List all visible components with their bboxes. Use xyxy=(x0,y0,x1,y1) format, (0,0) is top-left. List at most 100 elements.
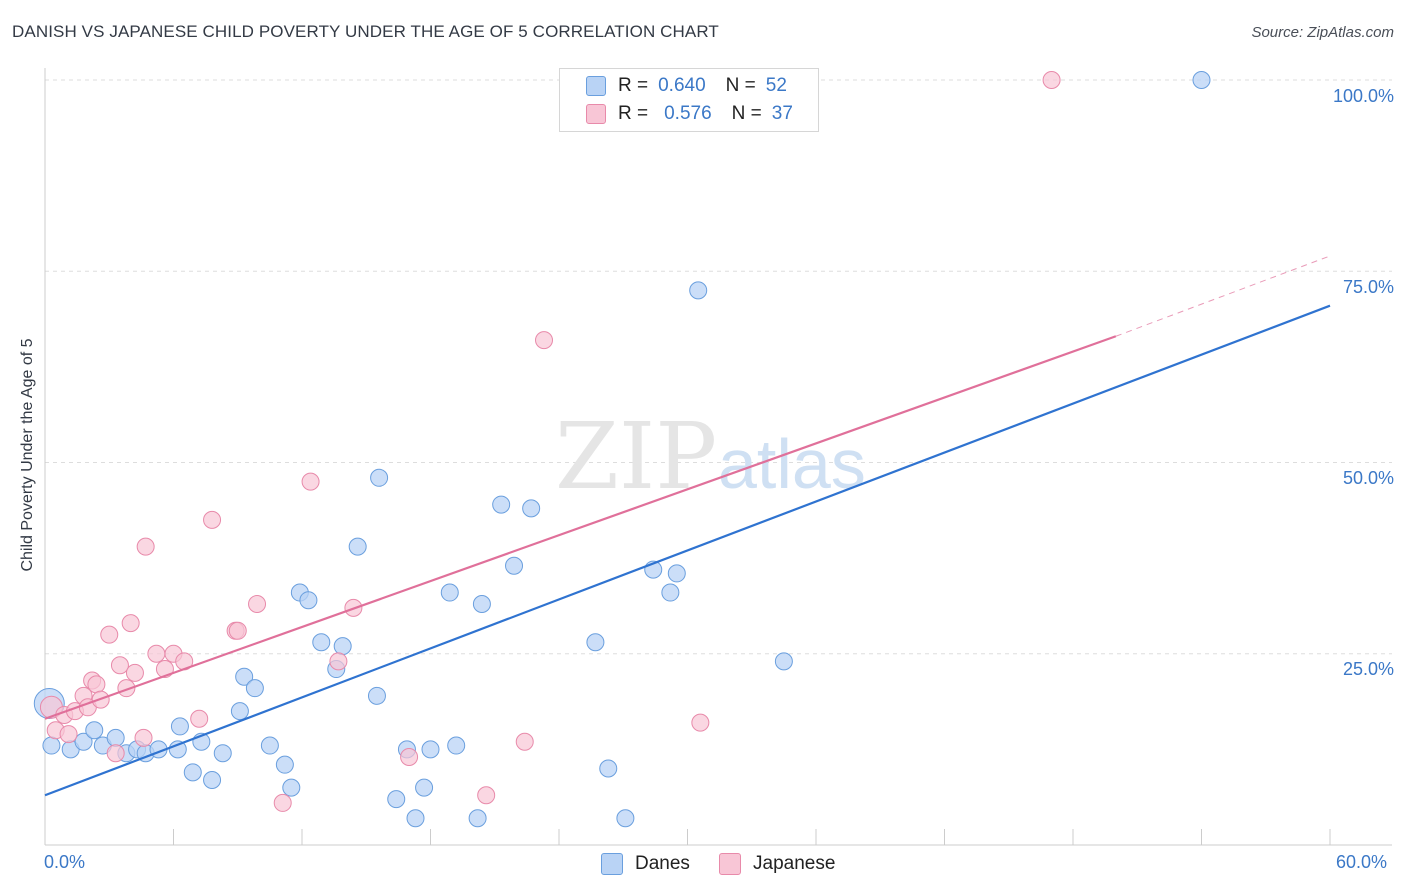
danes-point xyxy=(168,740,187,759)
japanese-trend-line xyxy=(44,335,1117,720)
danes-point xyxy=(230,702,249,721)
japanese-n-label: N = xyxy=(731,103,762,124)
danes-legend-label: Danes xyxy=(635,853,690,874)
danes-point xyxy=(203,770,222,789)
grid-lines xyxy=(45,79,1392,655)
japanese-point xyxy=(400,748,419,767)
danes-point xyxy=(282,778,301,797)
danes-point xyxy=(235,667,254,686)
danes-r-label: R = xyxy=(618,75,649,96)
japanese-point xyxy=(273,793,292,812)
danes-point xyxy=(421,740,440,759)
danes-point xyxy=(260,736,279,755)
danes-point xyxy=(599,759,618,778)
danes-point xyxy=(447,736,466,755)
japanese-r-value: 0.576 xyxy=(664,103,712,124)
legend-item-japanese[interactable]: Japanese xyxy=(719,852,835,876)
x-tick-min: 0.0% xyxy=(44,852,86,872)
danes-point xyxy=(370,468,389,487)
japanese-point xyxy=(691,713,710,732)
japanese-point xyxy=(110,656,129,675)
legend-row-japanese: R = 0.576 N = 37 xyxy=(586,101,793,127)
japanese-n-value: 37 xyxy=(771,103,793,124)
watermark-zip: ZIP xyxy=(555,403,717,510)
chart-title: DANISH VS JAPANESE CHILD POVERTY UNDER T… xyxy=(12,22,719,41)
danes-point xyxy=(245,679,264,698)
japanese-point xyxy=(59,725,78,744)
danes-point xyxy=(616,809,635,828)
japanese-point xyxy=(117,679,136,698)
legend-row-danes: R = 0.640 N = 52 xyxy=(586,73,787,99)
danes-legend-swatch xyxy=(601,853,623,875)
danes-point xyxy=(661,583,680,602)
danes-point xyxy=(406,809,425,828)
danes-point xyxy=(106,728,125,747)
japanese-point xyxy=(106,744,125,763)
danes-point xyxy=(440,583,459,602)
danes-point xyxy=(1192,71,1211,89)
danes-point xyxy=(387,790,406,809)
danes-point xyxy=(468,809,487,828)
japanese-legend-label: Japanese xyxy=(753,853,836,874)
japanese-point xyxy=(190,709,209,728)
danes-point xyxy=(333,637,352,656)
y-tick-100: 100.0% xyxy=(1332,86,1394,106)
legend-item-danes[interactable]: Danes xyxy=(601,852,690,876)
watermark: ZIP atlas xyxy=(555,403,866,510)
danes-r-value: 0.640 xyxy=(658,75,706,96)
japanese-point xyxy=(203,510,222,529)
japanese-r-label: R = xyxy=(618,103,649,124)
danes-point xyxy=(586,633,605,652)
danes-point xyxy=(42,736,61,755)
stats-legend: R = 0.640 N = 52 R = 0.576 N = 37 xyxy=(559,68,819,132)
japanese-point xyxy=(134,728,153,747)
danes-point xyxy=(299,591,318,610)
japanese-point xyxy=(87,675,106,694)
x-tick-max: 60.0% xyxy=(1336,852,1388,872)
danes-point xyxy=(472,595,491,614)
danes-point xyxy=(312,633,331,652)
danes-swatch xyxy=(586,76,606,96)
japanese-point xyxy=(121,614,140,633)
danes-point xyxy=(505,556,524,575)
japanese-point xyxy=(248,595,267,614)
japanese-point xyxy=(100,625,119,644)
danes-point xyxy=(85,721,104,740)
danes-point xyxy=(522,499,541,518)
danes-n-label: N = xyxy=(725,75,756,96)
y-tick-25: 25.0% xyxy=(1342,659,1394,679)
japanese-point xyxy=(515,732,534,751)
danes-point xyxy=(183,763,202,782)
danes-point xyxy=(492,495,511,514)
source-label: Source: ZipAtlas.com xyxy=(1251,24,1394,41)
japanese-swatch xyxy=(586,104,606,124)
y-tick-75: 75.0% xyxy=(1342,277,1394,297)
danes-point xyxy=(170,717,189,736)
japanese-point xyxy=(329,652,348,671)
japanese-point xyxy=(147,644,166,663)
japanese-point xyxy=(228,621,247,640)
danes-point xyxy=(213,744,232,763)
japanese-point xyxy=(125,663,144,682)
japanese-point xyxy=(535,331,554,350)
danes-point xyxy=(348,537,367,556)
danes-trend-line xyxy=(44,304,1331,797)
japanese-legend-swatch xyxy=(719,853,741,875)
y-tick-50: 50.0% xyxy=(1342,468,1394,488)
japanese-point xyxy=(477,786,496,805)
danes-point xyxy=(367,686,386,705)
danes-point xyxy=(415,778,434,797)
danes-point xyxy=(689,281,708,300)
watermark-atlas: atlas xyxy=(718,425,866,503)
danes-point xyxy=(275,755,294,774)
japanese-trend-extension xyxy=(1115,255,1331,337)
japanese-point xyxy=(1042,71,1061,89)
danes-n-value: 52 xyxy=(765,75,787,96)
japanese-point xyxy=(136,537,155,556)
data-points xyxy=(33,71,1211,828)
danes-point xyxy=(667,564,686,583)
trend-lines xyxy=(44,255,1331,797)
danes-point xyxy=(774,652,793,671)
danes-point xyxy=(74,732,93,751)
